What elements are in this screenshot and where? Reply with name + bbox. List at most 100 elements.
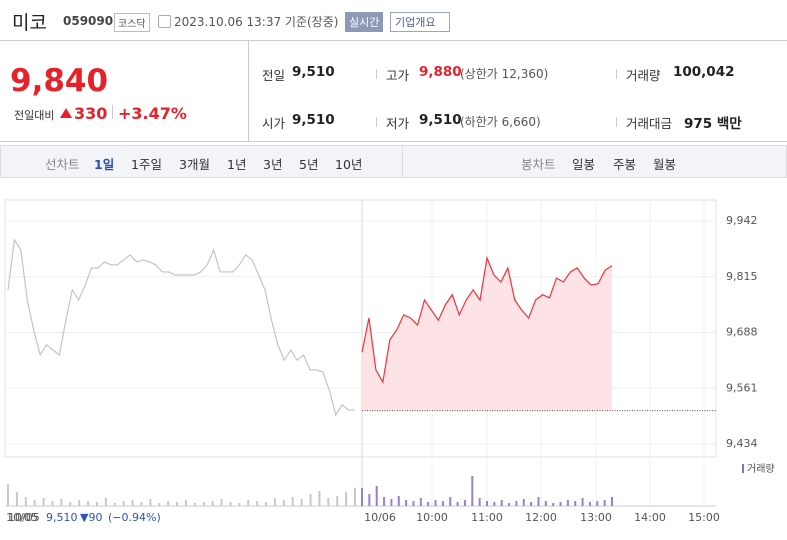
area	[362, 257, 612, 411]
x-tick-label: 13:00	[580, 511, 612, 524]
volume-bar	[434, 500, 437, 506]
volume-bar	[33, 500, 36, 506]
overview-btn[interactable]: 기업개요	[390, 12, 451, 32]
volume-bar	[318, 491, 321, 506]
price-panel	[0, 41, 249, 141]
stat-note: (상한가 12,360)	[460, 67, 549, 81]
volume-bar	[104, 498, 107, 506]
volume-bar	[530, 502, 533, 506]
stat-label: 저가	[386, 116, 410, 131]
stat-value: 9,510	[419, 112, 462, 128]
tab-label: 봉차트	[521, 157, 556, 172]
stat-value: 9,510	[292, 112, 335, 128]
change-label: 전일대비	[14, 109, 55, 122]
volume-bar	[95, 502, 98, 506]
volume-bar	[78, 500, 81, 506]
volume-bar	[24, 497, 27, 506]
volume-bar	[493, 502, 496, 506]
volume-bar	[544, 501, 547, 506]
stat-value: 100,042	[673, 64, 735, 80]
volume-bar	[522, 499, 525, 506]
volume-bar	[131, 500, 134, 506]
tab[interactable]: 10년	[335, 157, 363, 172]
volume-bar	[265, 502, 268, 506]
tab[interactable]: 1년	[227, 157, 247, 172]
tab[interactable]: 3년	[263, 157, 283, 172]
volume-bar	[184, 500, 187, 506]
tab[interactable]: 월봉	[653, 157, 677, 172]
tab[interactable]: 주봉	[613, 157, 637, 172]
volume-bar	[202, 502, 205, 506]
volume-bar	[478, 498, 481, 506]
volume-bar	[220, 499, 223, 506]
tab-sep	[402, 146, 403, 177]
volume-bar	[412, 501, 415, 506]
quote-box: 9,840 전일대비 330 +3.47% 전일 9,510 고가 9,880 (상한가…	[0, 40, 787, 142]
volume-bar	[611, 497, 613, 506]
volume-bar	[354, 488, 356, 506]
volume-bar	[309, 494, 312, 506]
price-line	[361, 255, 613, 384]
price-line	[7, 238, 355, 417]
volume-bar	[405, 500, 408, 506]
volume-bar	[211, 501, 214, 506]
stat-label: 거래량	[626, 68, 661, 83]
volume-bar	[574, 501, 577, 506]
volume-bar	[419, 498, 422, 506]
volume-bar	[463, 500, 466, 506]
volume-bar	[282, 500, 285, 506]
volume-bar	[471, 476, 474, 506]
stat-label: 거래대금	[626, 116, 673, 131]
plot-frame	[4, 199, 717, 458]
y-tick-label: 9,942	[726, 214, 758, 227]
footer-price: 9,510	[46, 511, 78, 524]
volume-bar	[140, 502, 143, 506]
volume-bar	[193, 503, 196, 506]
sep	[112, 105, 113, 119]
clock-icon	[158, 15, 171, 28]
col-sep	[376, 117, 377, 127]
volume-bar	[327, 498, 330, 506]
x-tick-label: 11:00	[471, 511, 503, 524]
volume-bar	[256, 501, 259, 506]
stat-label: 고가	[386, 68, 410, 83]
volume-bar	[60, 499, 63, 506]
volume-bar	[273, 498, 276, 506]
volume-bar	[581, 498, 584, 506]
realtime-btn[interactable]: 실시간	[345, 12, 384, 32]
volume-bar	[247, 500, 250, 506]
volume-bar	[397, 496, 400, 506]
up-arrow	[60, 108, 72, 118]
volume-bar	[176, 502, 179, 506]
stat-value: 9,510	[292, 64, 335, 80]
volume-bar	[42, 498, 45, 506]
volume-bar	[552, 503, 555, 506]
volume-bar	[537, 497, 540, 506]
x-tick-label: 10/05	[6, 511, 38, 524]
market-badge: 코스닥	[114, 13, 150, 32]
tab[interactable]: 1주일	[131, 157, 162, 172]
stock-name: 미코	[12, 12, 47, 34]
tab[interactable]: 일봉	[572, 157, 596, 172]
volume-bar	[441, 501, 444, 506]
x-tick-label: 14:00	[634, 511, 666, 524]
volume-bar	[596, 501, 599, 506]
col-sep	[376, 69, 377, 79]
tab[interactable]: 1일	[94, 157, 115, 172]
y-tick-label: 9,815	[726, 270, 758, 283]
volume-bar	[588, 502, 591, 506]
x-tick-label: 15:00	[688, 511, 720, 524]
volume-bar	[508, 503, 511, 506]
tab[interactable]: 3개월	[179, 157, 210, 172]
legend-label: 거래량	[747, 463, 775, 475]
volume-bar	[383, 497, 386, 506]
legend-swatch	[742, 464, 744, 473]
volume-bar	[603, 500, 606, 506]
volume-bar	[456, 502, 459, 506]
col-sep	[616, 117, 617, 127]
current-price: 9,840	[10, 63, 109, 99]
rate: +3.47%	[118, 104, 187, 123]
tab[interactable]: 5년	[299, 157, 319, 172]
